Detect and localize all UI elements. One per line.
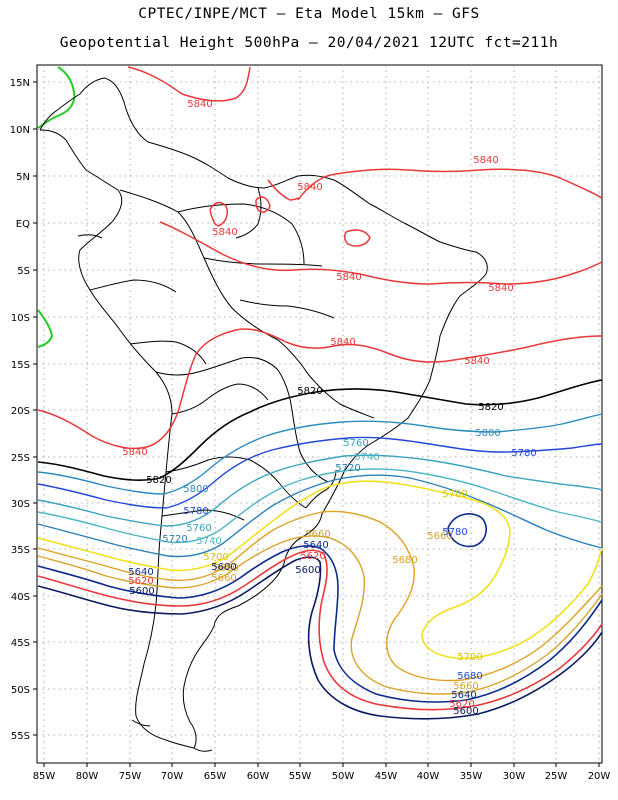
contour-5600 xyxy=(37,556,603,720)
axis-ticks xyxy=(33,81,600,767)
contour-label: 5840 xyxy=(473,155,498,166)
lat-label: 55S xyxy=(11,731,30,742)
contour-5720 xyxy=(37,474,603,558)
lon-label: 30W xyxy=(503,771,526,782)
contour-label: 5720 xyxy=(335,463,360,474)
contour-5820 xyxy=(37,379,603,481)
contour-5840 xyxy=(37,66,603,450)
contour-label: 5840 xyxy=(330,337,355,348)
contour-labels: 5840 5840 5840 5840 5840 5840 5840 5840 … xyxy=(122,99,536,717)
lon-label: 85W xyxy=(33,771,56,782)
lon-label: 75W xyxy=(119,771,142,782)
chart-title-line2: Geopotential Height 500hPa – 20/04/2021 … xyxy=(59,35,559,51)
contour-label: 5840 xyxy=(122,447,147,458)
lat-label: 40S xyxy=(11,592,30,603)
lat-label: 45S xyxy=(11,638,30,649)
contour-label: 5700 xyxy=(442,489,467,500)
contour-label: 5680 xyxy=(213,563,238,574)
contour-label: 5820 xyxy=(146,475,171,486)
lat-label: EQ xyxy=(16,219,30,230)
contour-label: 5600 xyxy=(295,565,320,576)
lon-label: 45W xyxy=(375,771,398,782)
lon-label: 55W xyxy=(289,771,312,782)
contour-label: 5660 xyxy=(211,573,236,584)
lon-label: 70W xyxy=(161,771,184,782)
map-frame xyxy=(36,64,603,764)
lon-label: 50W xyxy=(332,771,355,782)
contour-label: 5780 xyxy=(442,527,467,538)
contour-label: 5760 xyxy=(186,523,211,534)
lat-label: 10N xyxy=(10,125,30,136)
contour-label: 5660 xyxy=(453,681,478,692)
contour-label: 5720 xyxy=(162,534,187,545)
contour-label: 5820 xyxy=(297,386,322,397)
contour-5660 xyxy=(37,535,603,695)
contour-label: 5740 xyxy=(354,452,379,463)
contour-5740 xyxy=(37,468,603,544)
contour-label: 5640 xyxy=(128,567,153,578)
contour-5700 xyxy=(37,480,603,660)
lon-label: 80W xyxy=(76,771,99,782)
contour-label: 5840 xyxy=(212,227,237,238)
contour-label: 5640 xyxy=(451,690,476,701)
lat-label: 10S xyxy=(11,313,30,324)
contour-label: 5840 xyxy=(464,356,489,367)
contour-label: 5680 xyxy=(392,555,417,566)
lat-label: 25S xyxy=(11,453,30,464)
contour-5640 xyxy=(37,513,603,703)
lon-label: 60W xyxy=(247,771,270,782)
contour-label: 5780 xyxy=(511,448,536,459)
lat-label: 35S xyxy=(11,545,30,556)
contour-label: 5620 xyxy=(128,576,153,587)
lat-label: 5N xyxy=(16,172,30,183)
contour-label: 5700 xyxy=(457,652,482,663)
contour-label: 5640 xyxy=(303,540,328,551)
contour-5620 xyxy=(37,549,603,711)
contour-5800 xyxy=(37,413,603,495)
lon-label: 25W xyxy=(545,771,568,782)
lon-label: 20W xyxy=(588,771,611,782)
contour-5780 xyxy=(37,436,603,509)
contour-label: 5740 xyxy=(196,536,221,547)
coastline xyxy=(39,77,488,752)
contour-label: 5680 xyxy=(457,671,482,682)
latitude-labels: 15N 10N 5N EQ 5S 10S 15S 20S 25S 30S 35S… xyxy=(10,78,30,742)
contour-label: 5840 xyxy=(488,283,513,294)
contour-label: 5660 xyxy=(305,529,330,540)
domain-boundary xyxy=(37,66,76,348)
contour-label: 5600 xyxy=(211,562,236,573)
contour-label: 5620 xyxy=(300,551,325,562)
longitude-labels: 85W 80W 75W 70W 65W 60W 55W 50W 45W 40W … xyxy=(33,771,611,782)
lat-label: 5S xyxy=(17,266,30,277)
contour-label: 5800 xyxy=(183,484,208,495)
contour-label: 5840 xyxy=(336,272,361,283)
lat-label: 15S xyxy=(11,360,30,371)
lon-label: 35W xyxy=(460,771,483,782)
contour-label: 5800 xyxy=(475,428,500,439)
contour-label: 5840 xyxy=(297,182,322,193)
contour-label: 5820 xyxy=(478,402,503,413)
contour-label: 5660 xyxy=(427,531,452,542)
lon-label: 40W xyxy=(417,771,440,782)
contour-label: 5780 xyxy=(183,506,208,517)
contour-5760 xyxy=(37,454,603,527)
contour-label: 5840 xyxy=(187,99,212,110)
lat-label: 30S xyxy=(11,499,30,510)
contour-label: 5620 xyxy=(449,699,474,710)
lon-label: 65W xyxy=(204,771,227,782)
lat-label: 50S xyxy=(11,685,30,696)
lat-label: 20S xyxy=(11,406,30,417)
contour-label: 5760 xyxy=(343,438,368,449)
contour-label: 5700 xyxy=(203,552,228,563)
lat-label: 15N xyxy=(10,78,30,89)
contour-5680 xyxy=(37,510,603,682)
chart-title-line1: CPTEC/INPE/MCT – Eta Model 15km – GFS xyxy=(138,6,480,22)
contour-label: 5600 xyxy=(129,586,154,597)
contour-label: 5600 xyxy=(453,706,478,717)
